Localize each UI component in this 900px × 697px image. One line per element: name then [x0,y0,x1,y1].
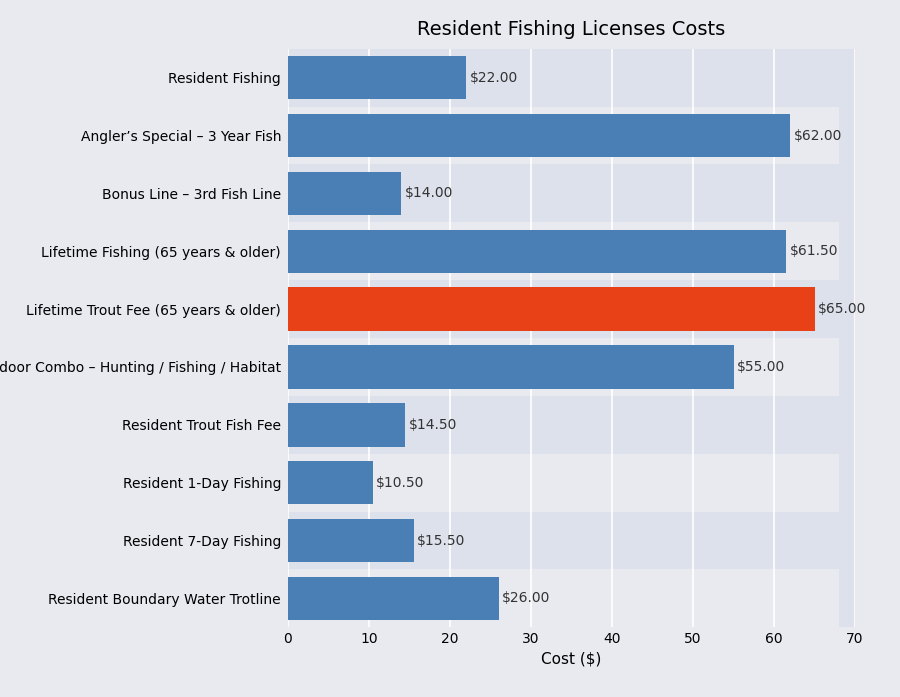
Bar [288,576,499,620]
Bar [288,569,839,627]
Text: $26.00: $26.00 [502,591,550,606]
Bar [288,403,405,447]
Bar [288,229,787,273]
Bar [288,519,414,562]
Text: $10.50: $10.50 [376,475,425,490]
Title: Resident Fishing Licenses Costs: Resident Fishing Licenses Costs [418,20,725,39]
Bar [288,107,839,164]
Text: $14.00: $14.00 [405,186,453,201]
Bar [288,164,839,222]
Bar [288,461,374,505]
Text: $65.00: $65.00 [818,302,866,316]
Bar [288,396,839,454]
Text: $14.50: $14.50 [409,418,457,432]
Bar [288,222,839,280]
Bar [288,171,401,215]
Bar [288,338,839,396]
Bar [288,114,790,158]
Text: $61.50: $61.50 [789,244,838,259]
Bar [288,454,839,512]
Bar [288,280,839,338]
Text: $62.00: $62.00 [794,128,842,143]
Bar [288,56,466,100]
Bar [288,512,839,569]
X-axis label: Cost ($): Cost ($) [541,652,602,667]
Text: $55.00: $55.00 [737,360,785,374]
Bar [288,49,839,107]
Text: $15.50: $15.50 [417,533,465,548]
Bar [288,345,734,389]
Bar [288,287,814,331]
Text: $22.00: $22.00 [470,70,518,85]
